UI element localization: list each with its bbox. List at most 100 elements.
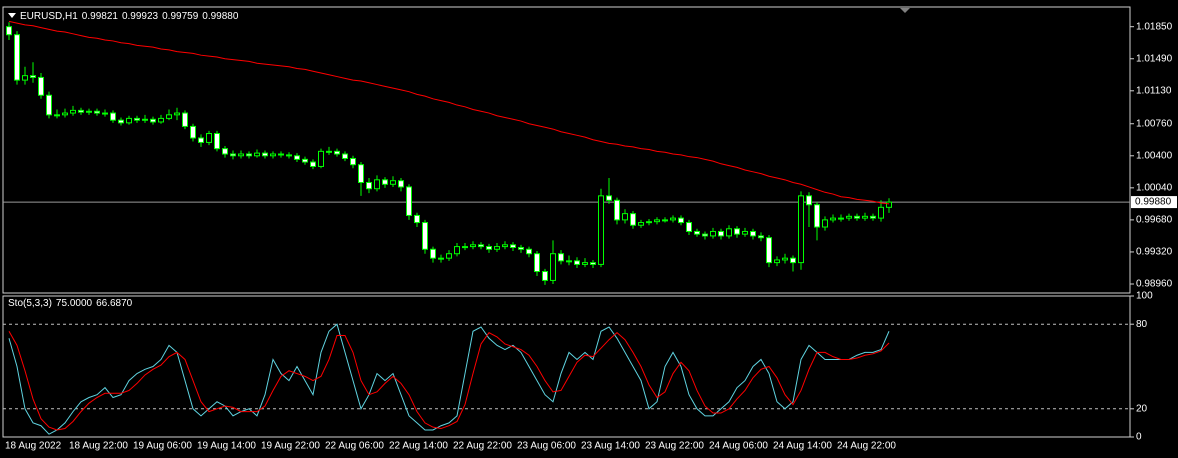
candle-body (62, 112, 68, 116)
candle-body (214, 133, 220, 150)
candle-body (766, 237, 772, 264)
candle-body (726, 228, 732, 237)
stoch-title: Sto(5,3,3) (8, 298, 52, 309)
candle-body (454, 246, 460, 255)
indicator-line (8, 323, 890, 435)
x-tick-label: 19 Aug 22:00 (261, 441, 320, 452)
candle-body (478, 244, 484, 248)
candle-body (182, 112, 188, 127)
stoch-pane-frame (2, 295, 1131, 438)
candle-body (374, 179, 380, 190)
candle-body (574, 260, 580, 265)
candle-body (654, 219, 660, 223)
candle-body (870, 215, 876, 219)
candle-body (614, 199, 620, 221)
candle-body (438, 257, 444, 260)
y-tick-label: 80 (1136, 319, 1148, 330)
candle-body (630, 213, 636, 226)
x-tick-label: 23 Aug 22:00 (645, 441, 704, 452)
candle-body (798, 195, 804, 264)
candle-body (542, 271, 548, 281)
candle-body (158, 117, 164, 123)
candle-body (230, 153, 236, 157)
candle-body (886, 201, 892, 208)
candle-body (606, 195, 612, 201)
candle-body (302, 158, 308, 163)
candle-body (102, 112, 108, 115)
candle-body (750, 230, 756, 237)
x-tick-label: 18 Aug 22:00 (69, 441, 128, 452)
indicator-line (8, 331, 890, 431)
candle-body (646, 221, 652, 224)
candle-body (678, 217, 684, 224)
candle-body (566, 260, 572, 263)
candle-body (518, 246, 524, 250)
candle-body (350, 157, 356, 166)
candle-body (22, 75, 28, 81)
candle-body (14, 34, 20, 81)
candle-body (582, 262, 588, 265)
low-label: 0.99759 (162, 11, 199, 22)
candle-body (590, 262, 596, 265)
candle-body (86, 110, 92, 113)
symbol: EURUSD,H1 (20, 11, 78, 22)
candle-body (38, 76, 44, 96)
menu-triangle (8, 13, 16, 18)
candle-body (342, 153, 348, 159)
close-label: 0.99880 (202, 11, 239, 22)
candle-body (126, 117, 132, 124)
candle-body (246, 153, 252, 157)
candle-body (558, 253, 564, 262)
candle-body (206, 133, 212, 143)
x-tick-label: 19 Aug 14:00 (197, 441, 256, 452)
candle-body (790, 257, 796, 264)
candle-body (510, 244, 516, 248)
candle-body (598, 195, 604, 265)
candle-body (718, 230, 724, 237)
y-tick-label: 1.00040 (1136, 182, 1173, 193)
candle-body (270, 153, 276, 157)
y-tick-label: 100 (1136, 291, 1153, 302)
candle-body (638, 222, 644, 226)
candle-body (686, 222, 692, 232)
candle-body (734, 228, 740, 235)
candle-body (502, 244, 508, 248)
candle-body (710, 230, 716, 237)
candle-body (110, 112, 116, 121)
candle-body (286, 154, 292, 157)
x-tick-label: 24 Aug 14:00 (773, 441, 832, 452)
y-tick-label: 20 (1136, 403, 1148, 414)
candle-body (822, 219, 828, 228)
candle-body (222, 148, 228, 155)
candle-body (622, 213, 628, 221)
candle-body (494, 246, 500, 250)
main-header: EURUSD,H1 0.99821 0.99923 0.99759 0.99880 (20, 11, 239, 22)
candle-body (6, 26, 12, 36)
candle-body (854, 215, 860, 219)
candle-body (142, 118, 148, 121)
candle-body (422, 222, 428, 250)
candle-body (758, 235, 764, 239)
x-tick-label: 23 Aug 14:00 (581, 441, 640, 452)
x-tick-label: 22 Aug 14:00 (389, 441, 448, 452)
candle-body (838, 217, 844, 220)
candle-body (526, 248, 532, 255)
candle-body (326, 150, 332, 153)
candle-body (742, 230, 748, 235)
candle-body (390, 180, 396, 185)
y-tick-label: 1.01490 (1136, 53, 1173, 64)
candle-body (174, 112, 180, 116)
last-price-tag (1131, 196, 1177, 209)
candle-body (694, 230, 700, 235)
candle-body (366, 181, 372, 190)
candle-body (334, 150, 340, 155)
candle-body (830, 217, 836, 221)
candle-body (118, 119, 124, 124)
open-label: 0.99821 (82, 11, 119, 22)
candle-body (774, 259, 780, 264)
x-tick-label: 22 Aug 06:00 (325, 441, 384, 452)
candle-body (430, 248, 436, 259)
candle-body (862, 215, 868, 219)
x-tick-label: 23 Aug 06:00 (517, 441, 576, 452)
